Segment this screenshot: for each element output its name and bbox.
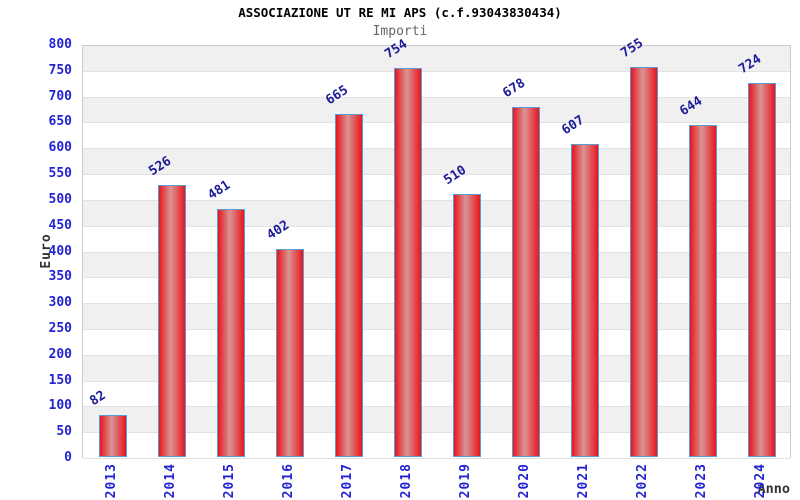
bar-2021	[571, 144, 599, 457]
y-tick-label: 400	[48, 243, 72, 259]
bar-2022	[630, 67, 658, 457]
x-tick-label-2023: 2023	[694, 463, 710, 499]
y-tick-label: 200	[48, 346, 72, 362]
grid-band	[83, 149, 790, 176]
grid-band	[83, 278, 790, 305]
y-tick-label: 100	[48, 398, 72, 414]
bar-2015	[217, 209, 245, 457]
x-axis-title: Anno	[757, 481, 790, 497]
grid-band	[83, 355, 790, 382]
grid-band	[83, 329, 790, 356]
y-tick-label: 350	[48, 269, 72, 285]
bar-2019	[453, 194, 481, 457]
x-tick-label-2013: 2013	[103, 463, 119, 499]
y-tick-label: 700	[48, 88, 72, 104]
bar-2014	[158, 185, 186, 457]
y-tick-label: 300	[48, 295, 72, 311]
x-tick-label-2015: 2015	[221, 463, 237, 499]
y-tick-label: 450	[48, 217, 72, 233]
grid-band	[83, 407, 790, 434]
grid-band	[83, 200, 790, 227]
x-tick-label-2024: 2024	[753, 463, 769, 499]
plot-area	[82, 45, 791, 459]
x-tick-label-2021: 2021	[576, 463, 592, 499]
x-tick-label-2017: 2017	[339, 463, 355, 499]
bar-2016	[276, 249, 304, 457]
grid-band	[83, 71, 790, 98]
chart-subtitle: Importi	[372, 24, 428, 39]
bar-2013	[99, 415, 127, 457]
x-tick-label-2022: 2022	[635, 463, 651, 499]
y-tick-label: 750	[48, 62, 72, 78]
grid-band	[83, 175, 790, 201]
y-tick-label: 800	[48, 37, 72, 52]
grid-band	[83, 97, 790, 124]
y-tick-label: 600	[48, 140, 72, 156]
x-tick-label-2014: 2014	[162, 463, 178, 499]
y-tick-label: 550	[48, 166, 72, 182]
bar-2020	[512, 107, 540, 457]
x-tick-label-2019: 2019	[458, 463, 474, 499]
grid-band	[83, 381, 790, 408]
y-tick-label: 0	[64, 450, 72, 465]
y-tick-label: 500	[48, 191, 72, 207]
grid-band	[83, 226, 790, 253]
y-tick-label: 250	[48, 320, 72, 336]
bar-2023	[689, 125, 717, 457]
x-tick-label-2020: 2020	[517, 463, 533, 499]
bar-2017	[335, 114, 363, 457]
x-tick-label-2018: 2018	[398, 463, 414, 499]
chart-title: ASSOCIAZIONE UT RE MI APS (c.f.930438304…	[238, 5, 562, 20]
grid-band	[83, 252, 790, 279]
y-tick-label: 650	[48, 114, 72, 130]
x-tick-label-2016: 2016	[280, 463, 296, 499]
grid-band	[83, 123, 790, 150]
grid-band	[83, 46, 790, 72]
bar-2024	[748, 83, 776, 457]
grid-band	[83, 433, 790, 459]
grid-band	[83, 304, 790, 330]
y-tick-label: 50	[56, 424, 72, 440]
bar-2018	[394, 68, 422, 457]
y-tick-label: 150	[48, 372, 72, 388]
